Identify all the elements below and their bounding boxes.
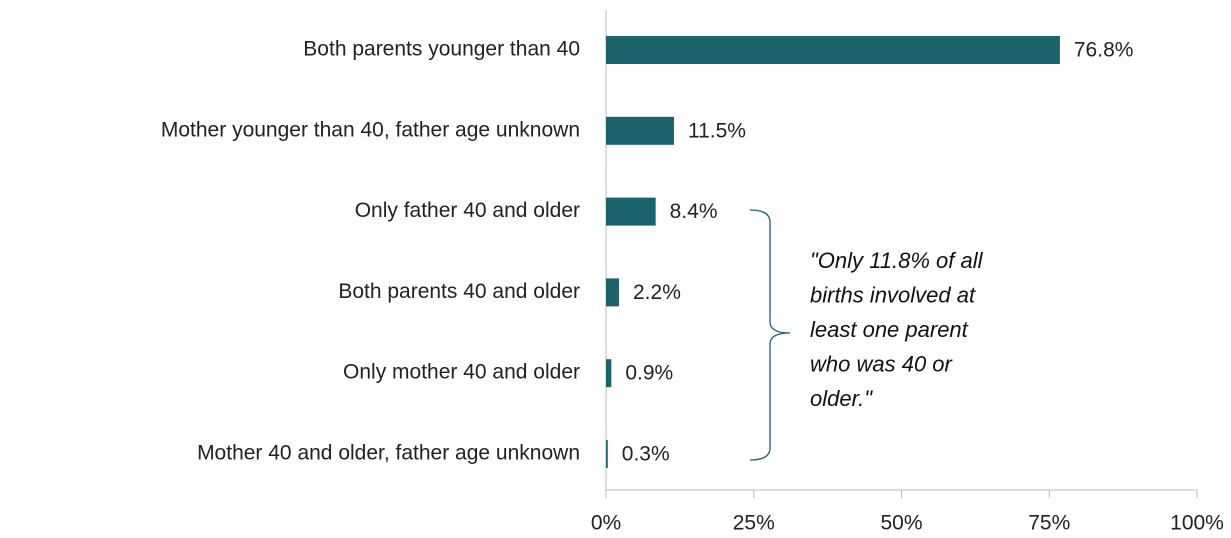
category-label: Both parents 40 and older	[338, 280, 580, 303]
data-label: 11.5%	[688, 119, 746, 142]
category-label: Only father 40 and older	[355, 199, 580, 222]
bar	[606, 116, 674, 145]
annotation-line: births involved at	[810, 282, 976, 307]
data-label: 0.3%	[622, 443, 670, 466]
x-tick-label: 50%	[880, 512, 922, 535]
category-label: Mother 40 and older, father age unknown	[197, 442, 580, 465]
x-tick-label: 0%	[591, 512, 621, 535]
category-label: Mother younger than 40, father age unkno…	[161, 118, 580, 141]
data-label: 76.8%	[1074, 39, 1134, 62]
annotation-line: who was 40 or	[810, 351, 954, 376]
x-tick-label: 75%	[1028, 512, 1070, 535]
annotation-line: "Only 11.8% of all	[810, 248, 984, 273]
category-label: Only mother 40 and older	[343, 361, 580, 384]
x-tick-label: 100%	[1170, 512, 1224, 535]
annotation-line: older."	[810, 386, 873, 411]
data-label: 2.2%	[633, 281, 681, 304]
bar	[606, 36, 1060, 64]
bar	[606, 440, 608, 468]
annotation-brace	[749, 209, 791, 461]
category-label: Both parents younger than 40	[303, 38, 580, 61]
bar	[606, 278, 620, 307]
bar	[606, 359, 612, 388]
data-label: 8.4%	[670, 200, 718, 223]
data-label: 0.9%	[625, 362, 673, 385]
bar	[606, 197, 656, 226]
annotation-line: least one parent	[810, 317, 969, 342]
x-tick-label: 25%	[733, 512, 775, 535]
